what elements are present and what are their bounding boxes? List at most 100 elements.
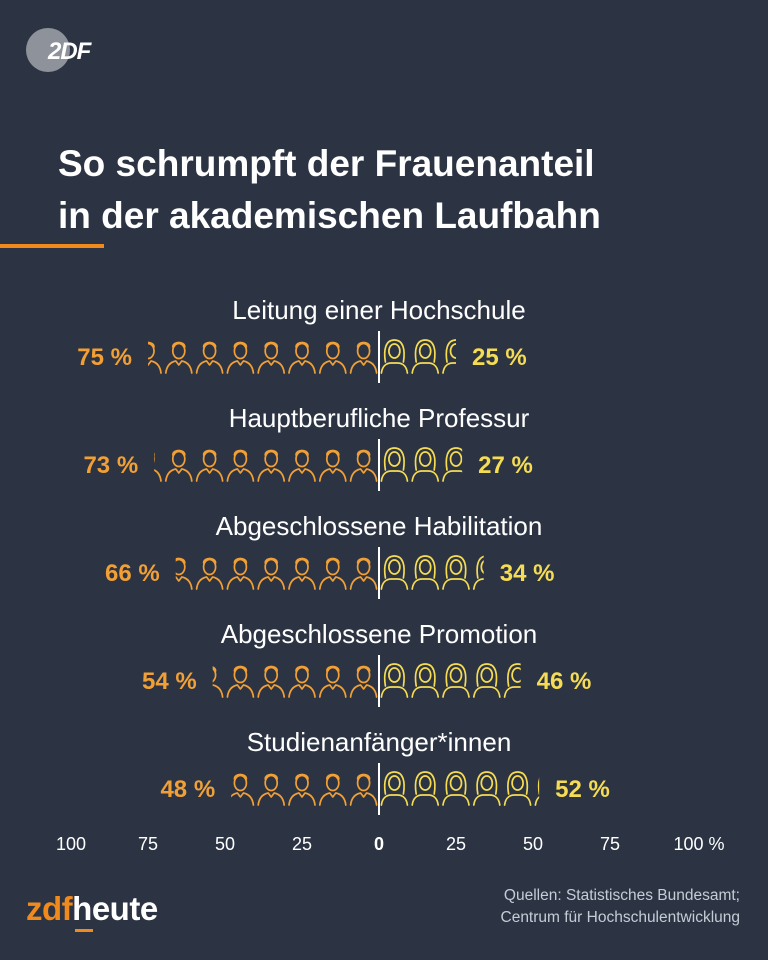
man-icon: [226, 341, 255, 374]
woman-icon: [411, 339, 440, 374]
man-icon: [257, 665, 286, 698]
category-label: Leitung einer Hochschule: [232, 295, 525, 325]
woman-icon: [442, 447, 463, 482]
man-icon: [318, 557, 347, 590]
woman-icon: [534, 777, 540, 806]
man-icon: [164, 449, 193, 482]
man-icon: [164, 341, 193, 374]
chart-row: Abgeschlossene Habilitation 66 % 34 %: [105, 511, 554, 599]
sources-note: Quellen: Statistisches Bundesamt; Centru…: [501, 885, 741, 929]
woman-icon: [442, 555, 470, 590]
men-pictogram-bar: [148, 341, 378, 374]
man-icon: [257, 449, 286, 482]
man-icon: [226, 557, 255, 590]
men-pictogram-bar: [231, 773, 378, 806]
women-percent-label: 34 %: [500, 560, 555, 587]
women-pictogram-bar: [380, 339, 456, 374]
x-tick-label: 25: [292, 834, 312, 854]
man-icon: [148, 341, 162, 374]
man-icon: [195, 557, 224, 590]
x-tick-label: 0: [374, 834, 384, 854]
women-percent-label: 25 %: [472, 344, 527, 371]
chart-row: Leitung einer Hochschule 75 % 25 %: [77, 295, 527, 383]
x-tick-label: 50: [215, 834, 235, 854]
men-percent-label: 48 %: [160, 776, 215, 803]
women-pictogram-bar: [380, 771, 540, 806]
man-icon: [226, 665, 255, 698]
x-axis: 100 75 50 25 0 25 50 75 100 %: [56, 834, 725, 854]
men-pictogram-bar: [212, 665, 378, 698]
men-percent-label: 66 %: [105, 560, 160, 587]
woman-icon: [411, 771, 440, 806]
man-icon: [231, 773, 255, 806]
chart-rows: Leitung einer Hochschule 75 % 25 % Hauptber…: [77, 295, 610, 815]
women-pictogram-bar: [380, 555, 484, 590]
woman-icon: [442, 663, 470, 698]
men-percent-label: 54 %: [142, 668, 197, 695]
man-icon: [288, 665, 316, 698]
man-icon: [154, 452, 162, 482]
man-icon: [212, 666, 224, 698]
women-percent-label: 46 %: [537, 668, 592, 695]
man-icon: [318, 341, 347, 374]
woman-icon: [380, 663, 409, 698]
woman-icon: [411, 447, 440, 482]
man-icon: [257, 557, 286, 590]
man-icon: [288, 557, 316, 590]
man-icon: [288, 341, 316, 374]
men-percent-label: 75 %: [77, 344, 132, 371]
men-percent-label: 73 %: [83, 452, 138, 479]
category-label: Abgeschlossene Promotion: [221, 619, 538, 649]
man-icon: [226, 449, 255, 482]
man-icon: [195, 449, 224, 482]
woman-icon: [380, 339, 409, 374]
men-pictogram-bar: [175, 557, 378, 590]
logo-circle-icon: [26, 28, 70, 72]
man-icon: [349, 557, 378, 590]
woman-icon: [503, 663, 521, 698]
man-icon: [318, 665, 347, 698]
woman-icon: [380, 555, 409, 590]
x-tick-label: 50: [523, 834, 543, 854]
brand-main-text: heute: [72, 890, 158, 927]
chart-row: Abgeschlossene Promotion 54 % 46 %: [142, 619, 591, 707]
brand-prefix: zdf: [26, 890, 73, 927]
man-icon: [349, 341, 378, 374]
category-label: Hauptberufliche Professur: [229, 403, 530, 433]
x-tick-label: 25: [446, 834, 466, 854]
logo-text: 2DF: [47, 38, 93, 65]
woman-icon: [472, 771, 501, 806]
zdf-logo: 2DF: [26, 28, 94, 72]
chart-row: Hauptberufliche Professur 73 % 27 %: [83, 403, 533, 491]
man-icon: [288, 449, 316, 482]
women-pictogram-bar: [380, 447, 463, 482]
x-tick-label: 100 %: [673, 834, 724, 854]
woman-icon: [442, 771, 470, 806]
woman-icon: [411, 663, 440, 698]
woman-icon: [503, 771, 532, 806]
man-icon: [257, 773, 286, 806]
sources-line-2: Centrum für Hochschulentwicklung: [500, 909, 741, 926]
women-pictogram-bar: [380, 663, 521, 698]
woman-icon: [472, 555, 484, 590]
brand-main: heute: [72, 890, 158, 932]
woman-icon: [411, 555, 440, 590]
man-icon: [257, 341, 286, 374]
page-title: So schrumpft der Frauenanteil in der aka…: [58, 138, 601, 242]
woman-icon: [380, 771, 409, 806]
man-icon: [349, 665, 378, 698]
brand-underline: [75, 929, 94, 932]
men-pictogram-bar: [154, 449, 378, 482]
man-icon: [349, 773, 378, 806]
category-label: Studienanfänger*innen: [247, 727, 512, 757]
x-tick-label: 75: [600, 834, 620, 854]
woman-icon: [380, 447, 409, 482]
accent-rule: [0, 244, 104, 248]
title-line-2: in der akademischen Laufbahn: [58, 195, 601, 236]
diverging-pictogram-chart: Leitung einer Hochschule 75 % 25 % Hauptber…: [56, 295, 725, 854]
women-percent-label: 52 %: [555, 776, 610, 803]
category-label: Abgeschlossene Habilitation: [216, 511, 543, 541]
chart-row: Studienanfänger*innen 48 % 52 %: [160, 727, 610, 815]
woman-icon: [472, 663, 501, 698]
man-icon: [288, 773, 316, 806]
